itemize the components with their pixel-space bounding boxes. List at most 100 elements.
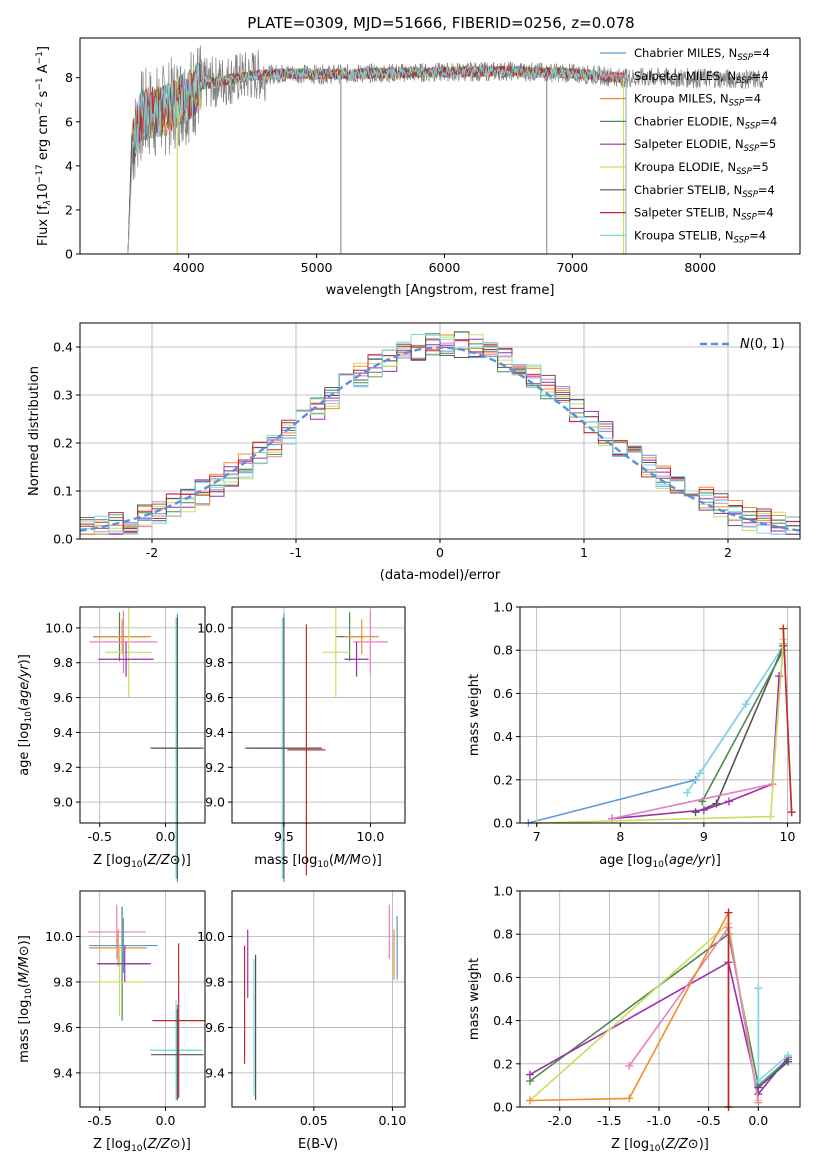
y-tick-label: 10.0 xyxy=(197,929,225,944)
y-tick-label: 9.4 xyxy=(53,1065,73,1080)
y-tick-label: 4 xyxy=(65,158,73,173)
legend-name: Salpeter MILES, N xyxy=(634,69,736,83)
label-part: 10 xyxy=(131,860,143,870)
legend-name: Chabrier ELODIE, N xyxy=(634,114,745,128)
mass-weight-line xyxy=(757,1060,789,1089)
legend-sub: SSP xyxy=(737,53,753,63)
massweight_vs_age-panel: 7 8 9 10 0.0 0.2 0.4 0.6 0.8 1.0 mass weight age [l… xyxy=(467,600,801,870)
x-tick-label: 2 xyxy=(724,545,732,560)
age_vs_Z-panel: -0.5 0.09.09.29.49.69.810.0Z [log10(Z/Z⊙)… xyxy=(17,606,206,883)
y-axis-label: Flux [fλ10−17 erg cm−2 s−1 A−1] xyxy=(35,46,53,246)
legend-entry: Chabrier ELODIE, NSSP=4 xyxy=(634,114,777,131)
label-part: )] xyxy=(372,853,382,868)
label-part: λ xyxy=(43,200,53,206)
mass-weight-line xyxy=(757,988,789,1088)
age_vs_Z-frame xyxy=(79,606,206,824)
label-part: M/M⊙ xyxy=(17,945,32,983)
residual-histogram xyxy=(80,338,800,535)
mass-weight-line xyxy=(529,921,760,1102)
x-tick-label: 5000 xyxy=(301,260,333,275)
legend-entry: N(0, 1) xyxy=(740,337,785,352)
model-spectrum-line xyxy=(127,64,627,254)
y-tick-label: 0.4 xyxy=(53,340,73,355)
axis-label: mass [log10(M/M⊙)] xyxy=(254,853,382,870)
legend-entry: Chabrier MILES, NSSP=4 xyxy=(634,46,770,63)
legend-sub: SSP xyxy=(744,144,760,154)
legend-name: Kroupa ELODIE, N xyxy=(634,160,736,174)
x-tick-label: 4000 xyxy=(173,260,205,275)
label-part: mass [log xyxy=(254,853,317,868)
y-tick-label: 9.6 xyxy=(53,690,73,705)
label-part: ( xyxy=(329,853,334,868)
x-tick-label: -0.5 xyxy=(88,1113,112,1128)
y-tick-label: 0 xyxy=(65,247,73,262)
legend-args: (0, 1) xyxy=(750,337,785,352)
normal-curve xyxy=(79,346,801,532)
legend-name: Salpeter ELODIE, N xyxy=(634,137,744,151)
label-part: )] xyxy=(17,654,32,664)
model-spectrum-line xyxy=(127,64,627,254)
y-tick-label: 0.2 xyxy=(493,772,513,787)
label-part: Z/Z⊙ xyxy=(147,853,181,868)
mass-weight-line xyxy=(695,645,785,813)
y-tick-label: 9.0 xyxy=(205,795,225,810)
legend-count: =5 xyxy=(759,137,776,151)
y-tick-label: 6 xyxy=(65,114,73,129)
x-tick-label: 7000 xyxy=(556,260,588,275)
y-tick-label: 9.8 xyxy=(205,974,225,989)
label-part: ( xyxy=(143,853,148,868)
mass-weight-line xyxy=(701,649,785,802)
legend-count: =4 xyxy=(744,92,761,106)
y-tick-label: 9.8 xyxy=(205,655,225,670)
x-tick-label: 0.05 xyxy=(300,1113,328,1128)
label-part: s xyxy=(36,90,51,101)
label-part: ( xyxy=(17,983,32,988)
spectrum-plot-area xyxy=(127,45,765,254)
y-tick-label: 0.6 xyxy=(493,970,513,985)
label-part: 10 xyxy=(36,183,51,200)
legend-entry: Salpeter STELIB, NSSP=4 xyxy=(634,206,774,223)
legend-count: =4 xyxy=(749,228,766,242)
mass-weight-line xyxy=(611,676,780,820)
label-part: Z [log xyxy=(93,853,131,868)
legend-symbol: N xyxy=(740,337,750,352)
x-tick-label: -1.5 xyxy=(597,1113,621,1128)
label-part: Z/Z⊙ xyxy=(665,1137,699,1152)
y-tick-label: 10.0 xyxy=(45,620,73,635)
legend-sub: SSP xyxy=(736,167,752,177)
y-axis-label: mass weight xyxy=(467,674,482,756)
x-tick-label: 0.0 xyxy=(748,1113,768,1128)
legend-entry: Kroupa STELIB, NSSP=4 xyxy=(634,228,766,245)
label-part: age [log xyxy=(599,853,652,868)
model-spectrum-line xyxy=(127,65,627,254)
massweight_vs_age-frame xyxy=(519,606,801,824)
model-spectrum-line xyxy=(127,61,627,254)
x-tick-label: 8 xyxy=(616,829,624,844)
model-spectrum-line xyxy=(127,62,627,254)
y-tick-label: 0.2 xyxy=(53,436,73,451)
y-axis-label: mass weight xyxy=(467,958,482,1040)
mass-weight-line xyxy=(757,988,789,1083)
legend-entry: Salpeter MILES, NSSP=4 xyxy=(634,69,769,86)
legend-name: Kroupa STELIB, N xyxy=(634,228,734,242)
x-tick-label: 7 xyxy=(533,829,541,844)
legend-count: =5 xyxy=(752,160,769,174)
legend-count: =4 xyxy=(760,114,777,128)
y-tick-label: 1.0 xyxy=(493,600,513,615)
y-tick-label: 0.0 xyxy=(493,816,513,831)
legend-sub: SSP xyxy=(729,99,745,109)
age_vs_mass-panel: 9.5 10.0 9.0 9.2 9.4 9.6 9.8 10.0 mass [log10(M/… xyxy=(197,606,406,883)
x-tick-label: 10 xyxy=(780,829,796,844)
label-part: Z [log xyxy=(93,1137,131,1152)
massweight_vs_Z-frame xyxy=(519,890,801,1108)
x-tick-label: 9.5 xyxy=(274,829,294,844)
label-part: ( xyxy=(143,1137,148,1152)
age_vs_mass-plot-area xyxy=(244,607,388,883)
x-tick-label: 0.0 xyxy=(156,829,176,844)
label-part: mass [log xyxy=(17,1000,32,1063)
label-part: −1 xyxy=(35,51,45,64)
x-tick-label: 0.0 xyxy=(156,1113,176,1128)
y-tick-label: 0.0 xyxy=(53,532,73,547)
massweight_vs_Z-plot-area xyxy=(525,908,793,1111)
mass-weight-line xyxy=(782,628,793,813)
